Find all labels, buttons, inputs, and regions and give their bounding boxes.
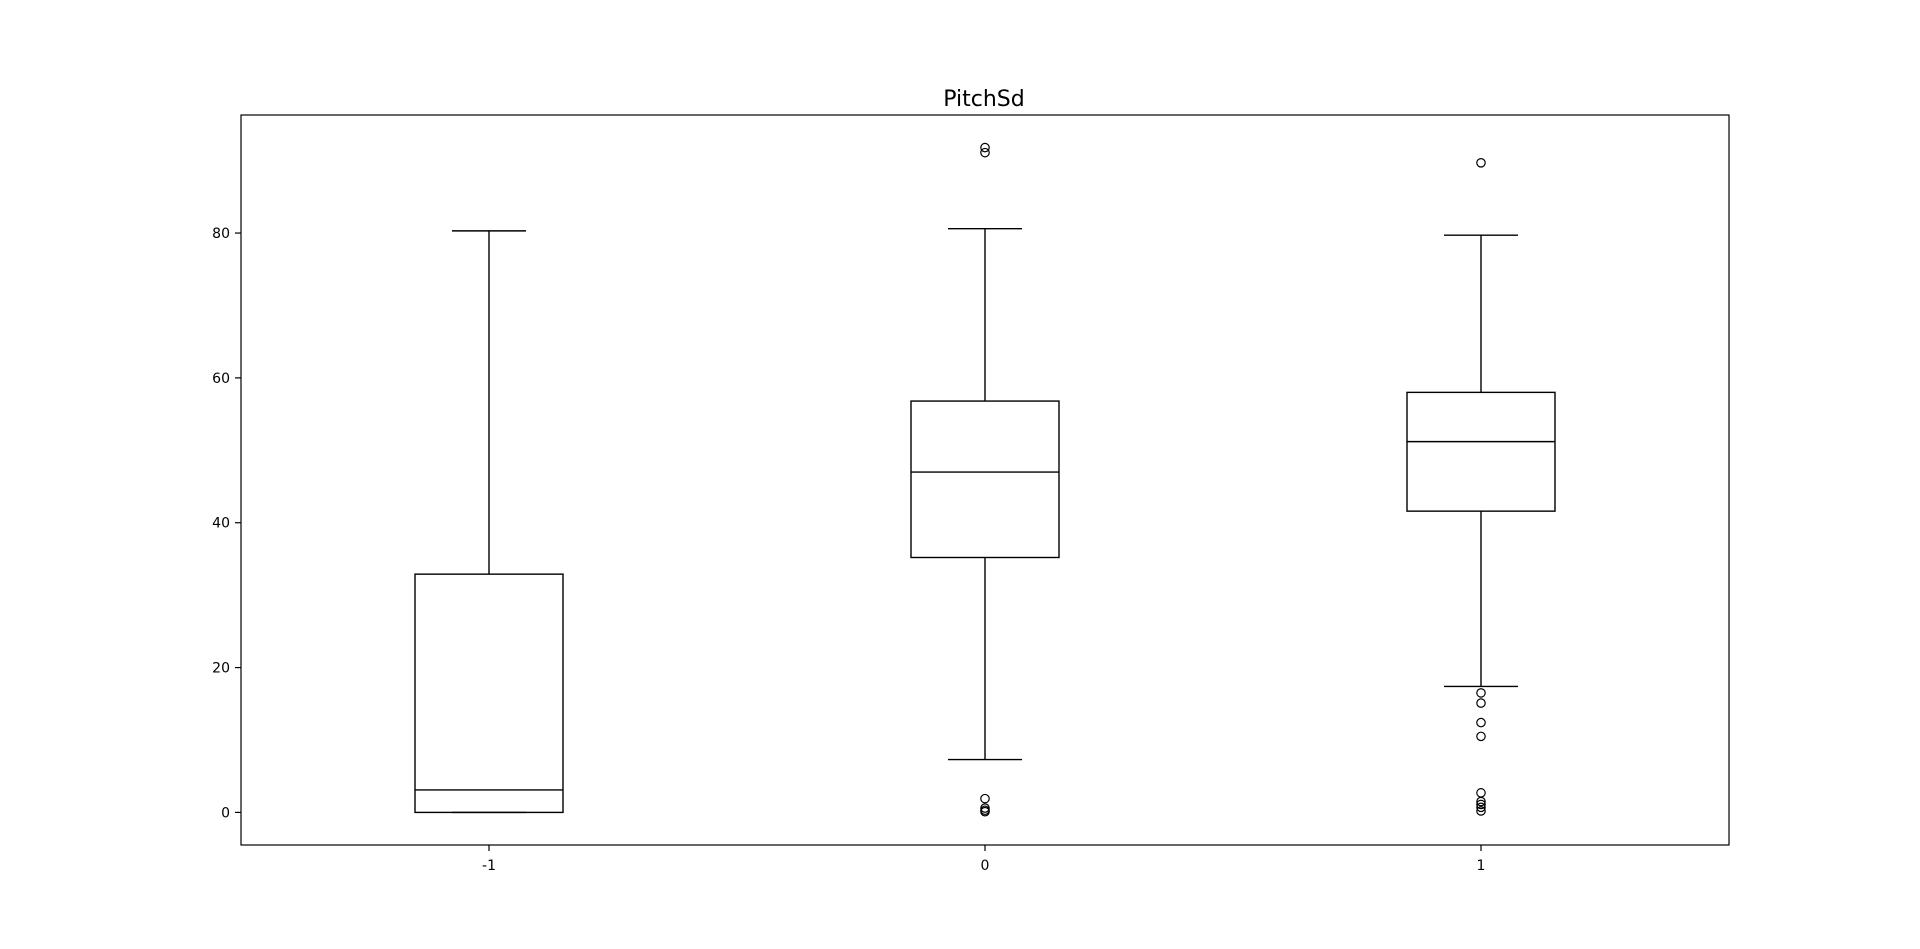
outlier-point [1476,788,1486,798]
y-tick-label: 0 [221,805,230,821]
outlier-point [980,806,990,817]
y-tick-label: 40 [212,516,230,532]
outlier-point [1476,799,1486,810]
outlier-point [1476,717,1486,728]
outlier-point [980,142,990,153]
y-tick-label: 20 [212,661,230,677]
x-tick-label: 0 [981,858,990,874]
outlier-point [1476,157,1486,168]
outlier-point [1476,688,1486,698]
iqr-box [414,573,564,814]
plot-area: 0 20 40 60 80 -1 0 1 [212,114,1730,874]
x-tick-label: 1 [1477,858,1486,874]
outlier-point [1476,796,1486,807]
y-tick-label: 60 [212,371,230,387]
outlier-point [1476,802,1486,813]
x-tick-label: -1 [482,858,496,874]
chart-title: PitchSd [943,87,1025,112]
y-tick-label: 80 [212,226,230,242]
iqr-box [910,400,1060,559]
outlier-point [1476,731,1486,742]
outlier-point [1476,806,1486,816]
outlier-point [1476,698,1486,708]
outlier-point [980,793,990,804]
iqr-box [1406,391,1556,512]
outlier-point [980,147,990,158]
